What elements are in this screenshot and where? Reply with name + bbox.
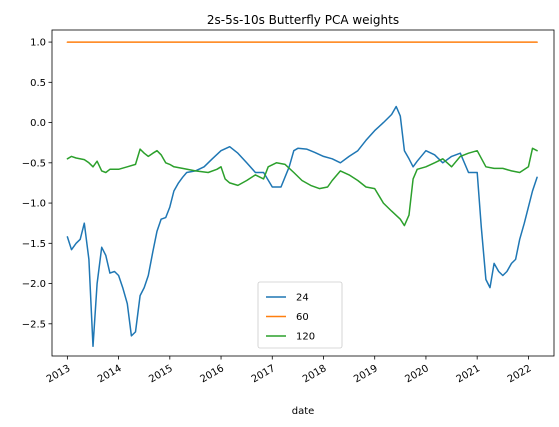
x-tick-label: 2015 [147,363,175,385]
x-tick-label: 2022 [506,363,534,385]
x-tick-label: 2021 [455,363,483,385]
x-tick-label: 2020 [403,363,431,385]
x-tick-label: 2013 [45,363,73,385]
legend: 24 60 120 [257,281,343,349]
series-line-120 [66,147,538,227]
x-axis: 2013 2014 2015 2016 2017 2018 2019 2020 2021 2022 [45,356,534,385]
x-tick-label: 2016 [198,363,226,385]
plot-frame [51,29,555,357]
legend-box [257,281,343,349]
y-tick-label: 0.5 [30,78,46,89]
y-tick-label: −2.0 [22,279,46,290]
y-tick-label: 1.0 [30,38,46,49]
x-tick-label: 2019 [352,363,380,385]
x-tick-label: 2017 [250,363,278,385]
x-axis-label: date [292,406,315,417]
legend-label-120: 120 [296,332,315,343]
y-tick-label: −0.5 [22,158,46,169]
y-axis: 1.0 0.5 0.0 −0.5 −1.0 −1.5 −2.0 −2.5 [22,38,52,330]
series-layer [66,41,538,348]
x-tick-label: 2018 [301,363,329,385]
y-tick-label: −1.0 [22,199,46,210]
legend-label-24: 24 [296,293,309,304]
y-tick-label: −2.5 [22,319,46,330]
y-tick-label: −1.5 [22,239,46,250]
chart-title: 2s-5s-10s Butterfly PCA weights [207,13,399,27]
legend-entries: 24 60 120 [266,293,315,343]
series-line-24 [66,105,538,348]
x-tick-label: 2014 [96,363,124,385]
y-tick-label: 0.0 [30,118,46,129]
legend-label-60: 60 [296,312,309,323]
